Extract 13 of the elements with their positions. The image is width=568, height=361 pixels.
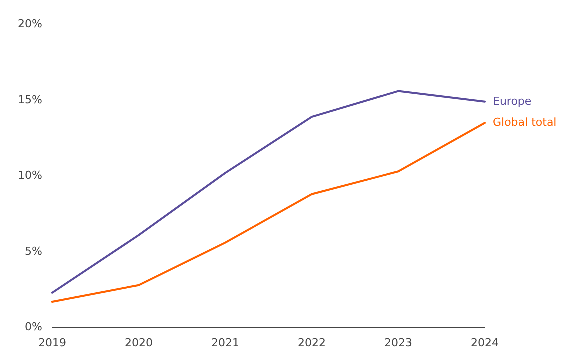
x-tick-label: 2021 [211,336,240,350]
x-tick-label: 2024 [471,336,499,350]
y-tick-label: 0% [24,320,42,334]
y-tick-label: 5% [24,244,42,258]
x-tick-label: 2019 [38,336,66,350]
series-label: Global total [493,116,557,129]
x-tick-label: 2020 [124,336,153,350]
y-tick-label: 20% [18,17,42,30]
y-tick-label: 10% [18,169,42,182]
x-tick-label: 2023 [384,336,412,350]
y-tick-label: 15% [18,93,42,106]
x-tick-label: 2022 [298,336,326,350]
series-label: Europe [493,94,532,108]
